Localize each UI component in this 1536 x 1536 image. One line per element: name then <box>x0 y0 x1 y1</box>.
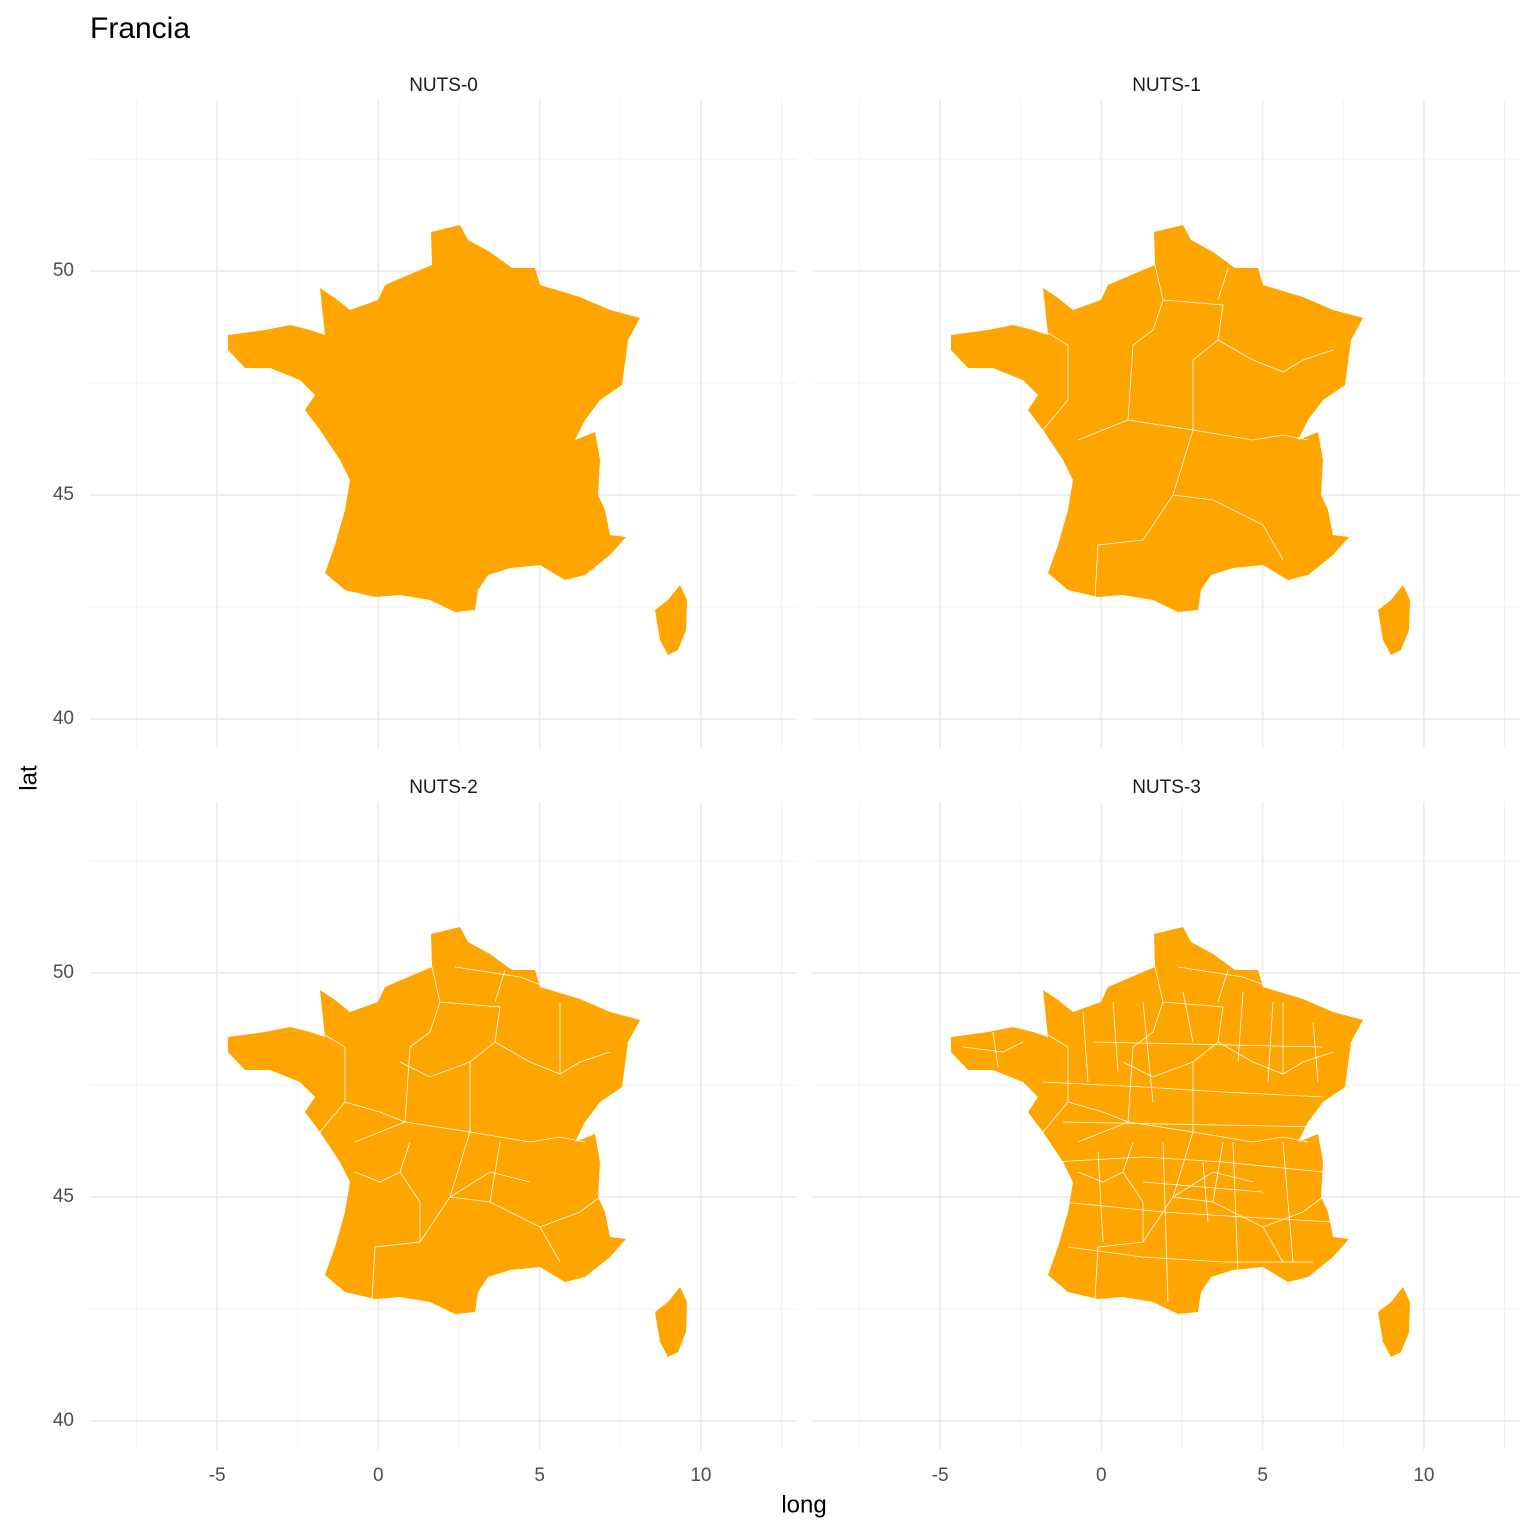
map-shape <box>951 225 1410 655</box>
y-tick-label: 50 <box>53 260 74 281</box>
y-tick-label: 50 <box>53 962 74 983</box>
y-tick-label: 40 <box>53 1410 74 1431</box>
y-axis-label: lat <box>15 765 42 791</box>
map-shape <box>228 225 687 655</box>
x-tick-label: 5 <box>1257 1465 1268 1486</box>
x-tick-label: 0 <box>373 1465 384 1486</box>
x-tick-label: -5 <box>932 1465 949 1486</box>
country-area <box>951 927 1410 1357</box>
map-shape <box>951 927 1410 1357</box>
facet-panel: 40 45 50 NUTS-0 <box>53 75 797 748</box>
x-tick-label: 5 <box>534 1465 545 1486</box>
chart-title: Francia <box>90 12 190 45</box>
facet-title: NUTS-3 <box>1132 777 1201 798</box>
x-tick-label: 10 <box>690 1465 711 1486</box>
country-area <box>228 927 687 1357</box>
map-shape <box>228 927 687 1357</box>
facet-title: NUTS-1 <box>1132 75 1201 96</box>
facet-title: NUTS-2 <box>409 777 478 798</box>
facet-panel: NUTS-1 <box>813 75 1520 748</box>
facet-panel: 40 45 50 -5 0 5 10 NUTS-2 <box>53 777 797 1486</box>
facet-title: NUTS-0 <box>409 75 478 96</box>
y-tick-label: 45 <box>53 484 74 505</box>
facet-panel: -5 0 5 10 NUTS-3 <box>813 777 1520 1486</box>
y-tick-label: 40 <box>53 708 74 729</box>
x-tick-label: 0 <box>1096 1465 1107 1486</box>
country-area <box>228 225 687 655</box>
x-tick-label: -5 <box>209 1465 226 1486</box>
x-tick-label: 10 <box>1413 1465 1434 1486</box>
x-axis-label: long <box>781 1491 826 1518</box>
y-tick-label: 45 <box>53 1186 74 1207</box>
country-area <box>951 225 1410 655</box>
